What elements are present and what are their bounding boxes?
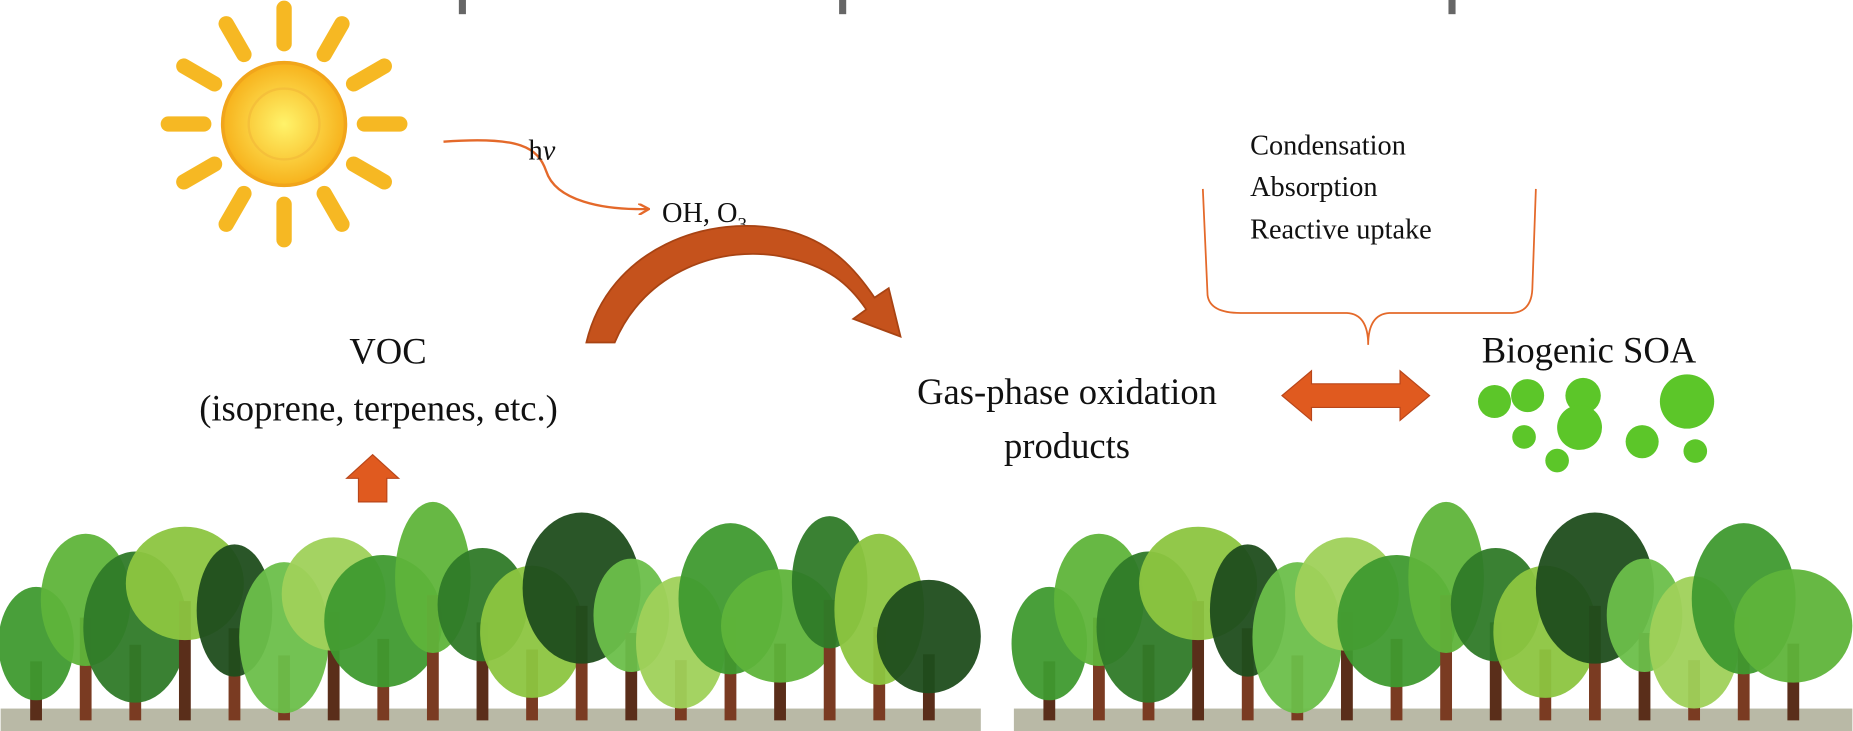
trunk (1489, 622, 1502, 721)
particles (1477, 374, 1715, 473)
forest (0, 501, 1853, 731)
top-bars (458, 0, 1456, 15)
photolysis-arrow (443, 139, 647, 209)
particle (1565, 377, 1601, 414)
sun-ray (316, 185, 350, 232)
sun-ray (345, 58, 392, 92)
particle (1512, 425, 1536, 449)
trunk (625, 632, 638, 721)
particle (1511, 379, 1545, 413)
oxidation-arrow (585, 225, 902, 344)
trunk (178, 601, 191, 721)
products-line-1: Gas-phase oxidation (917, 371, 1217, 412)
ground (1013, 708, 1853, 731)
tree-crown (876, 579, 981, 694)
trunk (1638, 632, 1651, 721)
trunk (1093, 617, 1105, 721)
trunk (79, 617, 92, 721)
trunk (426, 595, 439, 721)
particle (1625, 425, 1659, 459)
soa-label: Biogenic SOA (1482, 330, 1697, 371)
particle (1545, 448, 1569, 473)
particle (1477, 384, 1512, 419)
process: Absorption (1250, 172, 1377, 203)
products-line-2: products (1004, 425, 1130, 466)
sun (160, 0, 408, 248)
sun-ray (218, 185, 252, 232)
trunk (1192, 601, 1205, 721)
trunk (1440, 595, 1453, 721)
particle (1557, 405, 1602, 450)
trunk (327, 611, 340, 721)
trunk (476, 622, 489, 721)
emission-arrow (345, 453, 401, 503)
sun-ray (316, 16, 350, 63)
sun-ray (176, 156, 223, 190)
sun-ray (345, 156, 392, 190)
sun-ray (176, 58, 223, 92)
process: Reactive uptake (1250, 215, 1432, 246)
trunk (1341, 611, 1353, 721)
oxidants-label: OH, O3 (662, 198, 747, 235)
process-bracket (1201, 188, 1537, 345)
tree-crown (1734, 569, 1853, 683)
process: Condensation (1250, 131, 1406, 162)
trunk (823, 599, 836, 721)
partition-arrow (1281, 369, 1431, 422)
photolysis-label: hν (529, 135, 556, 166)
particle (1659, 374, 1715, 429)
particle (1683, 439, 1708, 463)
voc-title: VOC (349, 331, 426, 372)
voc-examples: (isoprene, terpenes, etc.) (199, 387, 558, 428)
sun-ray (218, 16, 252, 63)
